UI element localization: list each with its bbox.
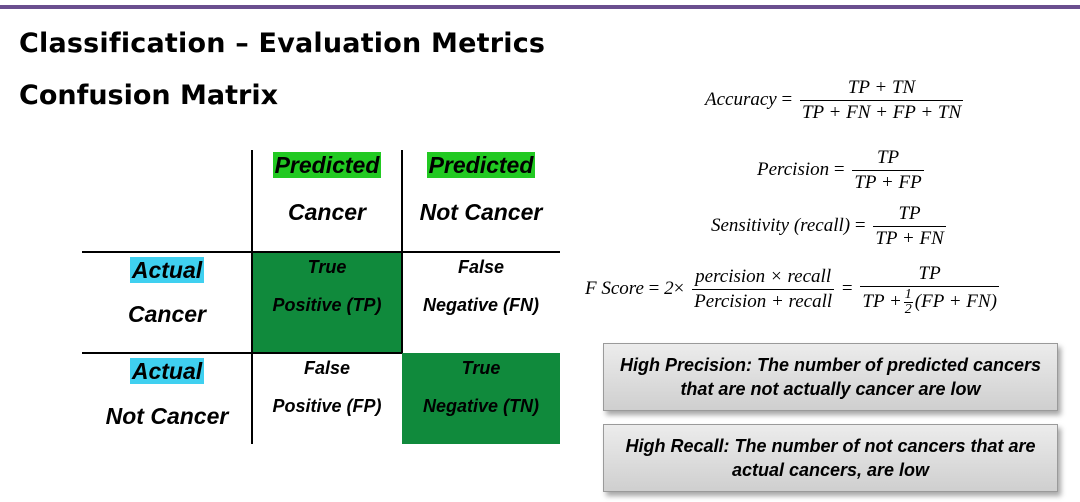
sensitivity-formula: Sensitivity (recall) = TP TP + FN [711,202,946,251]
cell-tp-bg [252,252,402,353]
recall-note-line1: High Recall: The number of not cancers t… [625,436,1036,456]
fscore-den2-prefix: TP + [862,291,902,312]
accuracy-formula: Accuracy = TP + TN TP + FN + FP + TN [705,76,964,125]
precision-formula: Percision = TP TP + FP [757,146,924,195]
fscore-denominator-2: TP +1 2 (FP + FN) [860,286,999,317]
col-header-highlight: Predicted [426,152,536,178]
cell-tp-line2: Positive (TP) [272,295,382,315]
fscore-lhs: F Score [585,277,644,299]
top-accent-bar [0,0,1080,9]
fscore-factor: 2 [664,277,674,299]
precision-denominator: TP + FP [852,170,924,193]
cell-fn-line1: False [457,257,505,277]
fscore-denominator-1: Percision + recall [692,289,835,313]
row-header-label: Not Cancer [105,403,229,429]
fscore-fraction-1: percision × recall Percision + recall [692,265,835,314]
accuracy-numerator: TP + TN [847,77,916,98]
cell-fn-line2: Negative (FN) [422,295,539,315]
cell-tp-line1: True [307,257,347,277]
precision-lhs: Percision [757,158,830,180]
fscore-numerator-2: TP [918,263,941,284]
row-header-actual-not-cancer: Actual [82,358,252,385]
fscore-formula: F Score = 2× percision × recall Percisio… [585,262,999,318]
row-header-actual-cancer: Actual [82,257,252,284]
col-header-label: Not Cancer [419,199,543,225]
sensitivity-fraction: TP TP + FN [873,202,946,251]
precision-fraction: TP TP + FP [852,146,924,195]
row-header-highlight: Actual [129,358,205,384]
cell-tn-line1: True [461,358,501,378]
precision-numerator: TP [876,147,900,168]
matrix-hline-1 [82,251,560,253]
accuracy-lhs: Accuracy [705,88,777,110]
precision-note-line2: that are not actually cancer are low [680,379,981,399]
cell-tn-bg [402,353,560,444]
sensitivity-denominator: TP + FN [873,226,946,249]
cell-tn-line2: Negative (TN) [422,396,539,416]
fscore-den2-suffix: (FP + FN) [914,291,997,312]
precision-note-line1: High Precision: The number of predicted … [619,355,1042,375]
cell-fp-line1: False [303,358,351,378]
col-header-predicted-not-cancer: Predicted [402,152,560,179]
accuracy-fraction: TP + TN TP + FN + FP + TN [799,76,964,125]
fscore-numerator-1: percision × recall [695,266,832,288]
col-header-label: Cancer [288,199,366,225]
col-header-highlight: Predicted [272,152,382,178]
sensitivity-lhs: Sensitivity (recall) [711,214,851,236]
recall-note-box: High Recall: The number of not cancers t… [603,424,1058,492]
cell-fp-line2: Positive (FP) [272,396,382,416]
col-header-predicted-cancer: Predicted [252,152,402,179]
matrix-hline-2 [82,352,402,354]
sensitivity-numerator: TP [898,203,921,224]
recall-note-line2: actual cancers, are low [731,460,930,480]
row-header-label: Cancer [128,301,206,327]
precision-note-box: High Precision: The number of predicted … [603,343,1058,411]
accuracy-denominator: TP + FN + FP + TN [799,100,964,123]
row-header-highlight: Actual [129,257,205,283]
page-title: Classification – Evaluation Metrics [19,28,546,59]
half-den: 2 [903,302,913,318]
section-title: Confusion Matrix [19,80,279,111]
matrix-vline-1 [251,150,253,444]
fscore-fraction-2: TP TP +1 2 (FP + FN) [860,262,999,317]
half-num: 1 [904,287,912,303]
